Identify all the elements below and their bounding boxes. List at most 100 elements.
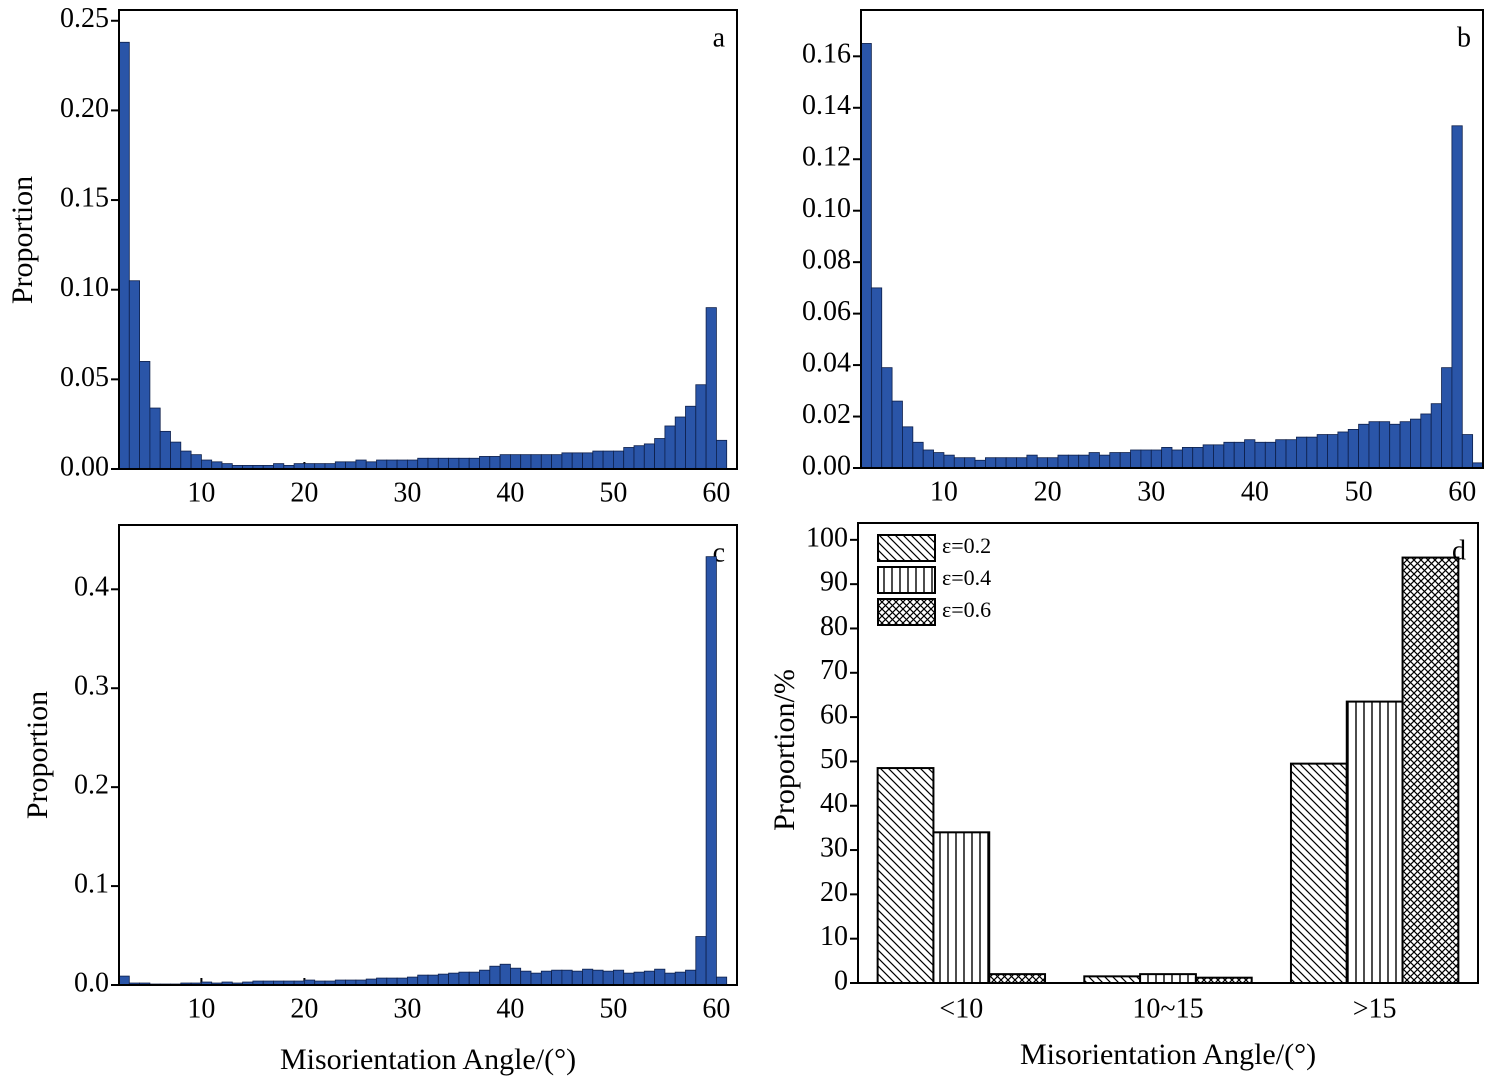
legend-label: ε=0.6 — [942, 597, 991, 622]
histogram-bar — [1150, 449, 1163, 469]
y-tick-label: 0.0 — [74, 967, 109, 998]
histogram-bar — [891, 400, 903, 469]
plot-frame — [860, 9, 1484, 469]
histogram-bar — [582, 968, 594, 986]
histogram-bar — [964, 457, 976, 469]
x-tick-label: 30 — [393, 993, 421, 1024]
y-tick-label: 0.14 — [802, 90, 851, 121]
y-tick-label: 0.25 — [60, 3, 109, 34]
x-tick-label: 60 — [702, 477, 730, 508]
histogram-bar — [1109, 452, 1121, 469]
histogram-bar — [437, 973, 449, 986]
histogram-bar — [674, 971, 686, 986]
x-tick-label: 30 — [393, 477, 421, 508]
histogram-bar — [1347, 429, 1359, 469]
histogram-bar — [1047, 457, 1059, 469]
histogram-bar — [468, 971, 480, 986]
histogram-bar — [200, 459, 213, 470]
x-tick-label: 50 — [599, 993, 627, 1024]
histogram-bar — [1067, 454, 1080, 469]
histogram-bar — [1026, 454, 1038, 469]
histogram-bar — [933, 452, 945, 469]
histogram-bar — [582, 452, 594, 470]
histogram-bar — [1181, 447, 1194, 469]
x-tick-label: 20 — [290, 477, 318, 508]
histogram-bar — [1244, 439, 1256, 469]
histogram-bar — [520, 454, 532, 470]
histogram-bar — [1036, 457, 1048, 469]
histogram-bar — [995, 457, 1007, 469]
histogram-bar — [437, 457, 449, 470]
histogram-bar — [1119, 452, 1131, 469]
histogram-bar — [1316, 434, 1328, 469]
histogram-bar — [860, 43, 872, 469]
histogram-bar — [592, 450, 604, 470]
y-tick-label: 0.08 — [802, 245, 851, 276]
histogram-bar — [1451, 125, 1463, 469]
histogram-bar — [613, 969, 625, 986]
histogram-bar — [499, 963, 511, 986]
histogram-bar — [1233, 441, 1245, 469]
histogram-bar — [1285, 439, 1297, 469]
histogram-bar — [1099, 454, 1111, 469]
histogram-bar — [1161, 447, 1173, 469]
x-tick-label: 20 — [290, 993, 318, 1024]
y-tick-label: 30 — [820, 832, 848, 863]
histogram-bar — [139, 361, 151, 470]
histogram-bar — [159, 430, 171, 470]
histogram-bar — [561, 452, 573, 470]
histogram-bar — [396, 977, 408, 986]
histogram-bar — [623, 972, 635, 986]
histogram-bar — [571, 970, 583, 986]
histogram-bar — [334, 461, 346, 470]
histogram-bar — [685, 969, 697, 986]
x-tick-label: 60 — [702, 993, 730, 1024]
legend-swatch — [877, 534, 936, 562]
histogram-bar — [1213, 444, 1225, 469]
bar — [988, 973, 1047, 984]
histogram-bar — [530, 454, 542, 470]
histogram-bar — [902, 426, 914, 469]
histogram-bar — [479, 969, 491, 986]
histogram-bar — [716, 439, 728, 470]
histogram-bar — [1254, 441, 1266, 469]
histogram-bar — [974, 459, 986, 469]
y-tick-label: 40 — [820, 788, 848, 819]
histogram-bar — [1389, 423, 1401, 469]
y-tick-label: 0.12 — [802, 142, 851, 173]
y-tick-label: 50 — [820, 744, 848, 775]
plot-frame — [118, 524, 738, 986]
histogram-bar — [1005, 457, 1017, 469]
y-tick-label: 0.10 — [60, 272, 109, 303]
histogram-bar — [458, 971, 470, 986]
plot-frame — [118, 9, 738, 470]
x-tick-label: 10 — [187, 477, 215, 508]
histogram-bar — [1140, 449, 1152, 469]
histogram-bar — [520, 970, 532, 986]
histogram-bar — [1430, 403, 1442, 469]
histogram-bar — [1171, 449, 1183, 469]
histogram-bar — [376, 977, 388, 986]
histogram-bar — [355, 459, 367, 470]
histogram-bar — [386, 977, 398, 986]
histogram-bar — [479, 456, 491, 470]
histogram-bar — [664, 972, 676, 986]
histogram-bar — [1378, 421, 1391, 469]
histogram-bar — [633, 971, 645, 986]
panel-letter: a — [713, 22, 726, 53]
histogram-bar — [643, 443, 655, 470]
y-tick-label: 0.02 — [802, 399, 851, 430]
y-tick-label: 0.16 — [802, 39, 851, 70]
histogram-bar — [613, 450, 625, 470]
histogram-bar — [870, 287, 883, 469]
histogram-bar — [695, 936, 707, 986]
histogram-bar — [118, 41, 130, 470]
histogram-bar — [540, 970, 552, 986]
legend-label: ε=0.4 — [942, 565, 991, 590]
histogram-bar — [149, 407, 161, 470]
histogram-bar — [118, 975, 130, 986]
bar — [932, 831, 991, 984]
histogram-bar — [1223, 441, 1235, 469]
y-tick-label: 0.4 — [74, 572, 109, 603]
